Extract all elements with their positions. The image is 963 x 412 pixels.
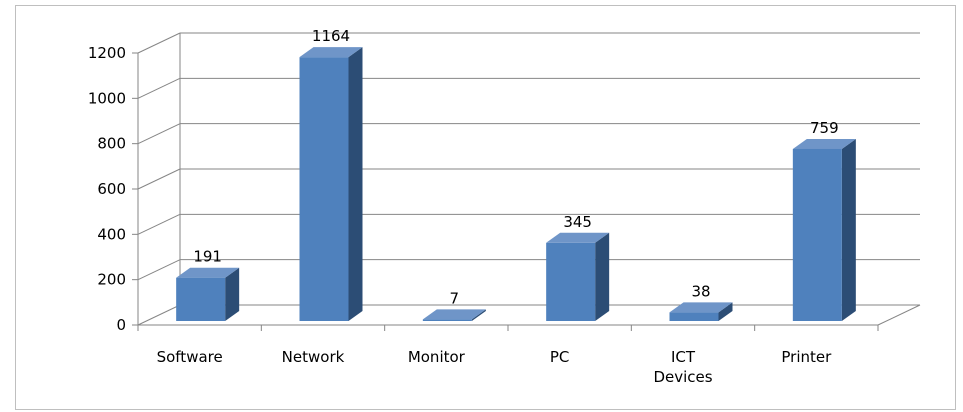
grid-line [137, 304, 181, 326]
bar-top [669, 302, 733, 313]
data-label: 345 [563, 213, 592, 231]
data-label: 7 [450, 289, 460, 307]
x-tick-label: ICT Devices [653, 348, 713, 386]
grid-line [137, 213, 181, 235]
grid-line [137, 123, 181, 145]
bar-side [471, 309, 486, 321]
bar-top [176, 267, 240, 278]
data-label: 191 [193, 248, 222, 266]
bar-side [225, 267, 240, 321]
grid-line [137, 259, 181, 281]
y-tick-label: 400 [97, 225, 126, 243]
data-label: 759 [810, 119, 839, 137]
x-tick-label: Monitor [407, 348, 465, 366]
grid-line [137, 32, 181, 54]
bar [422, 319, 472, 321]
y-tick-label: 600 [97, 180, 126, 198]
bar [792, 148, 842, 321]
y-tick-label: 0 [116, 316, 126, 334]
bar [669, 312, 719, 321]
x-tick-label: PC [549, 348, 570, 366]
grid-line [137, 168, 181, 190]
x-tick-label: Software [156, 348, 223, 366]
y-tick-label: 1200 [88, 44, 126, 62]
bar-side [595, 232, 610, 321]
x-tick-label: Network [281, 348, 345, 366]
bar-top [422, 309, 486, 320]
bar [546, 242, 596, 321]
bar-top [299, 47, 363, 58]
bar-top [546, 232, 610, 243]
y-tick-label: 800 [97, 135, 126, 153]
y-tick-label: 1000 [88, 89, 126, 107]
bar-side [348, 47, 363, 321]
bar-top [792, 138, 856, 149]
data-label: 38 [691, 282, 710, 300]
data-label: 1164 [312, 27, 350, 45]
bar [176, 277, 226, 321]
bar-side [841, 138, 856, 321]
floor-line [877, 304, 921, 326]
bar [299, 57, 349, 321]
x-tick-label: Printer [781, 348, 832, 366]
y-tick-label: 200 [97, 271, 126, 289]
bar-side [718, 302, 733, 321]
grid-line [137, 77, 181, 99]
